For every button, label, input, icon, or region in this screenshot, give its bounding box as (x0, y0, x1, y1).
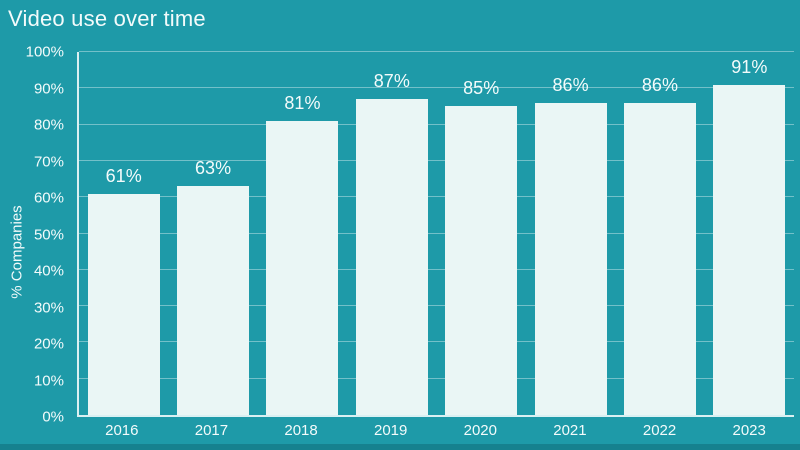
bar-2016 (87, 193, 160, 415)
x-tick-label: 2018 (284, 422, 318, 439)
x-tick-label: 2023 (732, 422, 766, 439)
bar-value-label: 81% (284, 92, 321, 113)
bar-value-label: 85% (463, 78, 500, 99)
gridline (79, 305, 794, 307)
x-tick-label: 2019 (374, 422, 408, 439)
y-tick-label: 30% (33, 299, 64, 316)
bar-2022 (623, 102, 696, 415)
y-tick-label: 20% (33, 335, 64, 353)
bar-2019 (355, 99, 428, 415)
y-axis-tick-labels: 0% 10% 20% 30% 40% 50% 60% 70% 80% 90% 100% (0, 45, 70, 425)
bar-value-label: 86% (641, 74, 678, 95)
gridline (79, 377, 794, 379)
gridline (79, 159, 794, 161)
gridline (79, 268, 794, 270)
y-tick-label: 90% (33, 80, 64, 97)
bar-slot: 91% (705, 52, 794, 415)
gridline (79, 51, 794, 52)
chart-title: Video use over time (8, 6, 206, 31)
y-tick-label: 50% (33, 226, 64, 243)
plot-area: 61% 63% 81% 87% 85% 86% 86% 91% (77, 51, 794, 417)
gridline (79, 87, 794, 89)
bar-slot: 85% (437, 52, 526, 415)
bar-2020 (445, 106, 518, 415)
bar-slot: 87% (347, 52, 436, 415)
bar-value-label: 86% (552, 74, 589, 95)
gridline (79, 123, 794, 125)
x-tick-label: 2016 (105, 422, 139, 439)
bottom-strip (0, 444, 800, 450)
gridline (79, 341, 794, 343)
gridline (79, 196, 794, 198)
bar-2018 (266, 120, 339, 415)
y-tick-label: 40% (33, 262, 64, 280)
bar-2023 (713, 84, 786, 415)
bar-value-label: 63% (195, 158, 232, 179)
bar-slot: 81% (258, 52, 347, 415)
x-axis-tick-labels: 2016 2017 2018 2019 2020 2021 2022 2023 (77, 422, 794, 439)
bars-container: 61% 63% 81% 87% 85% 86% 86% 91% (79, 52, 794, 415)
x-tick-label: 2020 (463, 422, 497, 439)
y-tick-label: 100% (25, 43, 64, 61)
x-tick-label: 2017 (194, 422, 229, 439)
bar-value-label: 61% (105, 165, 142, 186)
x-tick-label: 2021 (553, 422, 587, 439)
y-tick-label: 80% (33, 116, 64, 134)
x-tick-label: 2022 (642, 422, 677, 439)
bar-2021 (534, 102, 607, 415)
y-tick-label: 70% (33, 153, 64, 170)
gridline (79, 232, 794, 234)
bar-slot: 63% (168, 52, 257, 415)
y-tick-label: 10% (33, 372, 64, 389)
y-tick-label: 0% (42, 408, 64, 426)
y-tick-label: 60% (33, 189, 64, 207)
bar-value-label: 91% (731, 56, 768, 77)
bar-slot: 86% (526, 52, 615, 415)
bar-slot: 61% (79, 52, 168, 415)
bar-2017 (177, 186, 250, 415)
bar-value-label: 87% (373, 71, 410, 92)
bar-slot: 86% (615, 52, 704, 415)
